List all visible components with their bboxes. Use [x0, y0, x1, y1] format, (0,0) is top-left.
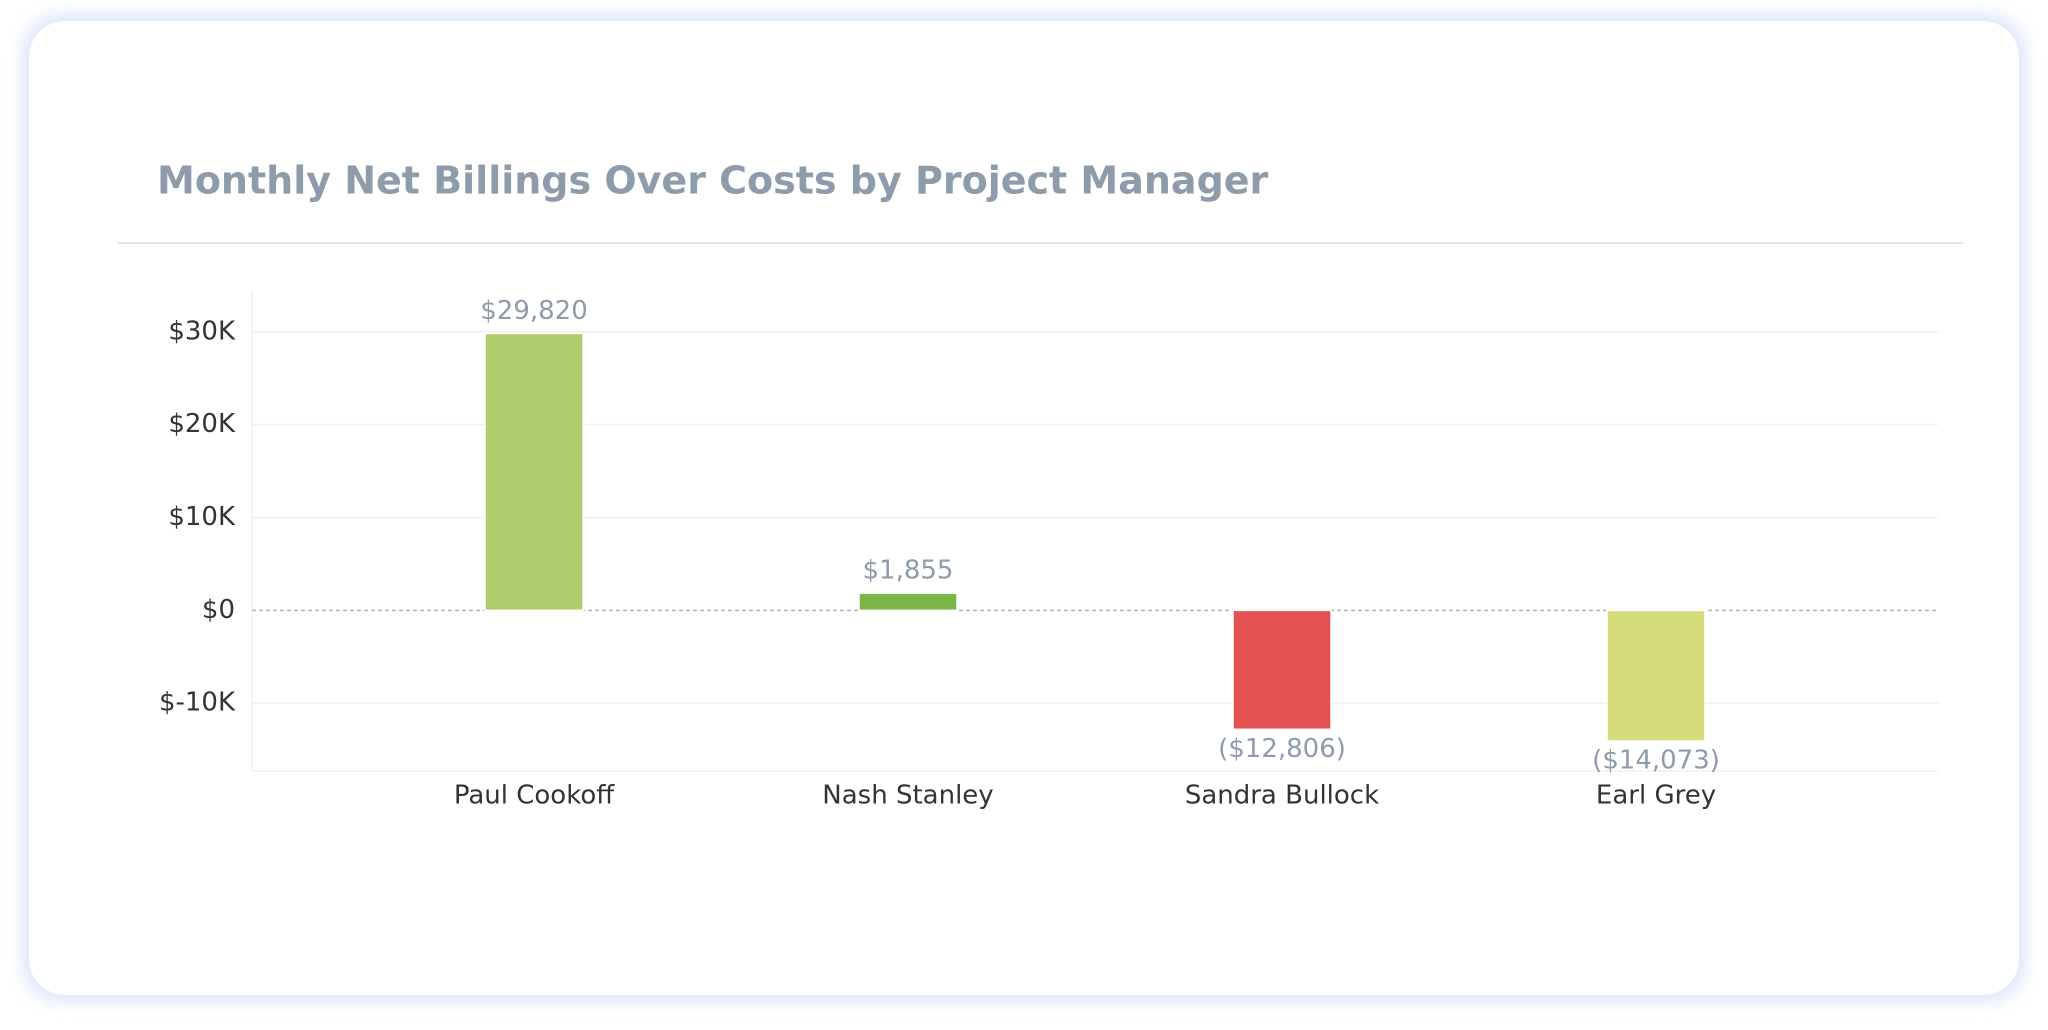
x-tick-label: Nash Stanley	[822, 781, 993, 811]
bar	[1232, 609, 1332, 731]
y-tick-label: $10K	[168, 502, 236, 532]
x-tick-label: Sandra Bullock	[1185, 781, 1379, 811]
chart-title: Monthly Net Billings Over Costs by Proje…	[157, 159, 1269, 203]
bar	[1606, 609, 1706, 742]
y-tick-label: $20K	[168, 409, 236, 439]
x-tick-label: Paul Cookoff	[454, 781, 615, 811]
y-tick-label: $30K	[168, 316, 236, 346]
bar	[484, 332, 584, 612]
y-tick-label: $-10K	[159, 688, 236, 718]
value-label: $1,855	[863, 556, 954, 586]
value-label: ($12,806)	[1218, 734, 1346, 764]
bar	[858, 592, 958, 612]
x-tick-label: Earl Grey	[1596, 781, 1716, 811]
card	[29, 21, 2019, 995]
value-label: ($14,073)	[1592, 746, 1720, 776]
value-label: $29,820	[480, 296, 588, 326]
y-tick-label: $0	[202, 595, 235, 625]
